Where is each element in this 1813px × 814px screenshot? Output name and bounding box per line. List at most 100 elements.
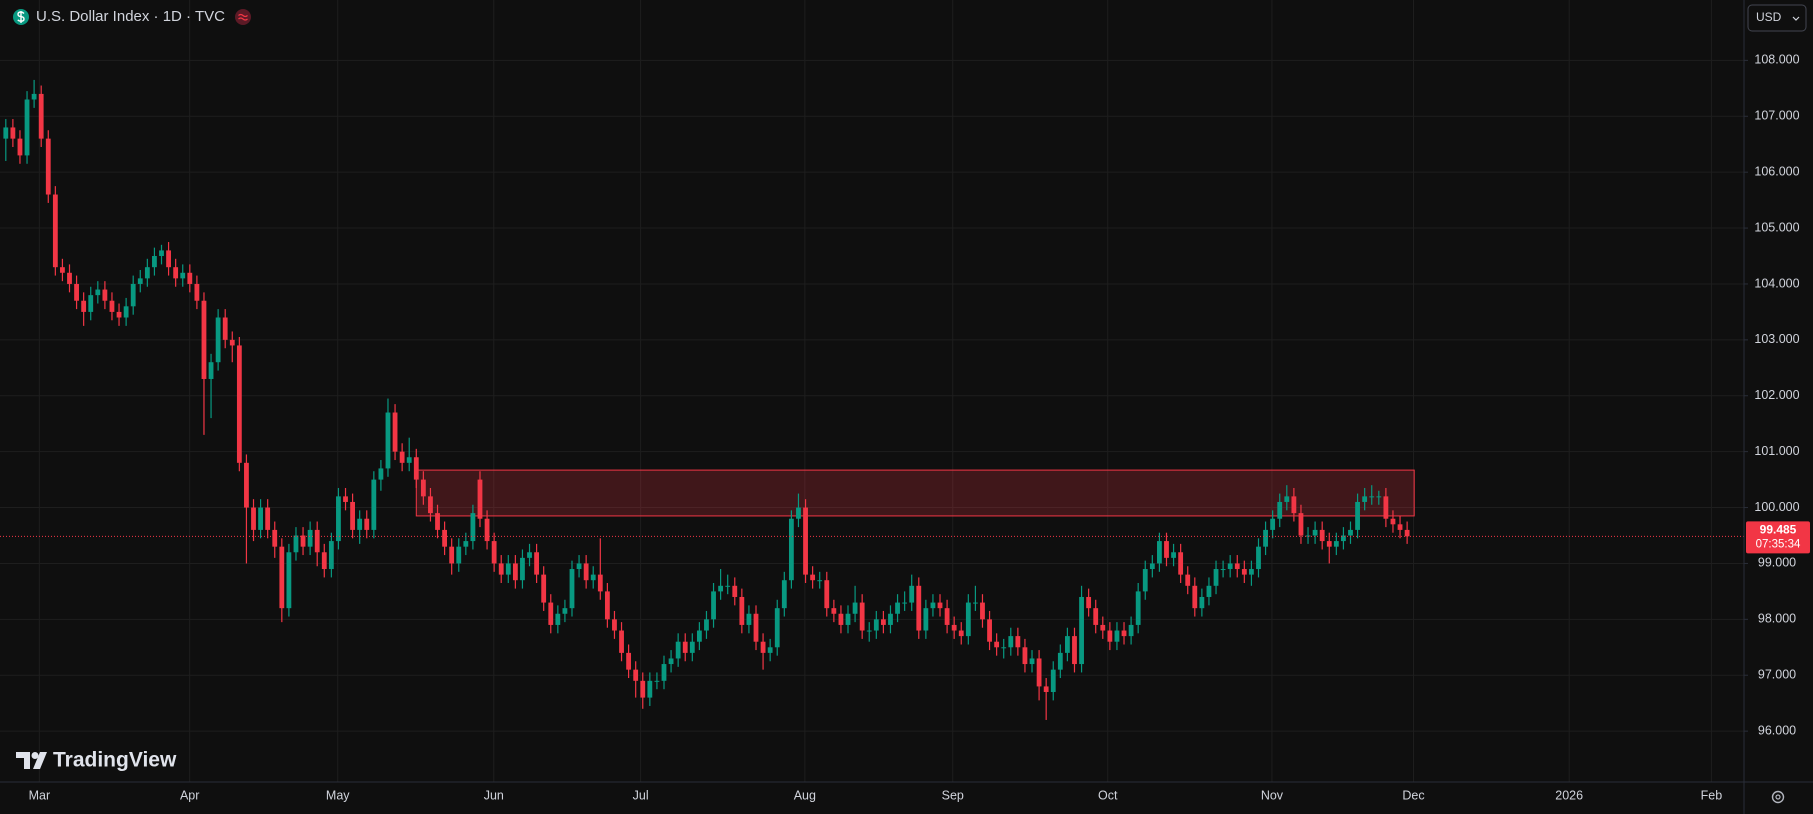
candle-body (60, 267, 65, 273)
candle-body (1107, 630, 1113, 642)
candle-body (137, 278, 143, 284)
candle-body (1057, 652, 1063, 670)
candle-body (1220, 569, 1226, 571)
candle-body (194, 283, 200, 301)
y-tick-label: 105.000 (1754, 220, 1799, 234)
settings-icon[interactable] (1771, 790, 1785, 804)
candle-body (1284, 496, 1290, 502)
candle-body (1206, 585, 1212, 597)
candle-body (293, 535, 299, 553)
x-tick-label: Jun (484, 788, 504, 802)
candle-body (760, 641, 766, 653)
candle-body (498, 563, 504, 575)
candle-body (307, 529, 313, 547)
candle-body (555, 613, 561, 625)
candle-body (123, 306, 129, 318)
candle-body (31, 93, 37, 100)
candle-body (1043, 686, 1049, 693)
candle-body (10, 127, 16, 139)
candle-body (1036, 658, 1042, 687)
candle-body (852, 602, 858, 614)
candle-body (696, 630, 702, 642)
candle-body (350, 501, 355, 530)
y-tick-label: 103.000 (1754, 332, 1799, 346)
candle-body (965, 602, 971, 637)
candle-body (873, 619, 879, 631)
candle-body (38, 93, 44, 139)
candle-body (88, 295, 94, 312)
candle-body (1355, 501, 1360, 530)
candle-body (781, 580, 787, 609)
candle-body (1128, 624, 1134, 637)
candle-body (328, 541, 334, 570)
candle-body (74, 283, 79, 301)
y-tick-label: 100.000 (1754, 500, 1799, 514)
currency-button[interactable] (1747, 4, 1807, 32)
candle-body (923, 608, 929, 631)
candle-body (1015, 636, 1021, 648)
candle-body (725, 585, 731, 587)
candle-body (17, 138, 23, 156)
candle-body (980, 602, 985, 620)
countdown-label: 07:35:34 (1756, 538, 1801, 550)
candle-body (527, 552, 532, 558)
candle-body (1362, 496, 1368, 502)
candle-body (265, 507, 271, 530)
candle-body (1263, 529, 1268, 547)
zone-layer (415, 469, 1415, 517)
candle-body (1369, 496, 1375, 498)
candle-body (24, 99, 30, 156)
y-tick-label: 108.000 (1754, 53, 1799, 67)
candle-body (739, 596, 745, 625)
candle-body (1192, 585, 1198, 609)
candle-body (916, 585, 922, 631)
y-tick-label: 106.000 (1754, 164, 1799, 178)
candle-body (774, 608, 780, 648)
candle-body (512, 563, 518, 581)
candle-body (477, 479, 483, 519)
candle-body (1199, 596, 1205, 609)
candle-body (1291, 496, 1297, 514)
candle-body (1404, 529, 1410, 537)
candle-body (357, 518, 363, 530)
candle-body (152, 256, 157, 268)
candle-body (428, 496, 433, 514)
candle-body (541, 574, 547, 603)
candle-body (109, 300, 115, 312)
candle-body (1114, 630, 1120, 642)
candle-body (279, 546, 285, 609)
candle-body (972, 602, 978, 604)
candle-body (817, 580, 823, 582)
candle-body (173, 267, 179, 279)
candle-body (1093, 608, 1099, 625)
candle-body (1008, 636, 1014, 648)
candle-body (215, 317, 221, 363)
candle-body (251, 507, 256, 530)
candle-body (378, 468, 384, 480)
candle-body (385, 412, 391, 469)
candle-body (682, 641, 688, 653)
x-tick-label: Aug (794, 788, 816, 802)
candle-body (208, 362, 214, 379)
candle-body (548, 602, 554, 625)
logo-dot (31, 752, 39, 759)
candle-body (958, 630, 964, 637)
candle-body (831, 608, 837, 614)
candle-body (1142, 569, 1148, 592)
candle-body (244, 462, 249, 508)
candle-body (1001, 647, 1007, 649)
y-tick-label: 101.000 (1754, 444, 1799, 458)
candle-body (1376, 496, 1382, 498)
candle-body (796, 507, 801, 519)
candle-body (1149, 563, 1155, 570)
candle-body (144, 267, 150, 279)
last-price-label: 99.485 (1760, 523, 1797, 537)
candle-body (1234, 563, 1240, 570)
candle-body (1326, 541, 1332, 547)
status-icon[interactable] (235, 9, 251, 25)
candle-body (909, 585, 915, 603)
candle-body (689, 641, 695, 653)
candle-body (1270, 518, 1276, 530)
